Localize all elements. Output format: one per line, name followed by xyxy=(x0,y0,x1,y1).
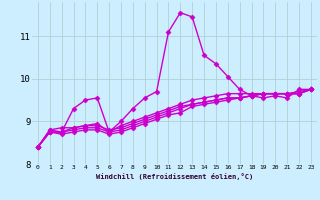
X-axis label: Windchill (Refroidissement éolien,°C): Windchill (Refroidissement éolien,°C) xyxy=(96,173,253,180)
